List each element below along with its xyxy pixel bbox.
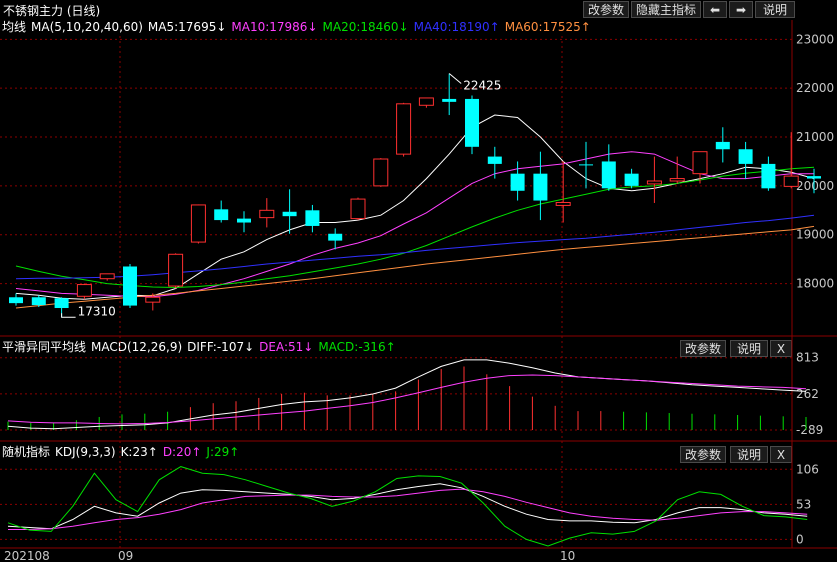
macd-header-item-4: MACD:-316↑: [318, 340, 396, 354]
candle-body-down: [510, 173, 525, 191]
candle-body-down: [328, 233, 343, 241]
ma-line-ma5: [15, 114, 815, 300]
candle-body-up: [396, 103, 412, 155]
candle-body-up: [646, 180, 662, 185]
kdj-y-tick-label: 0: [796, 532, 804, 546]
candle-body-up: [692, 151, 708, 175]
macd-edit-params-button[interactable]: 改参数: [680, 340, 726, 357]
kdj-y-tick-label: 106: [796, 462, 819, 476]
candle-body-down: [579, 164, 593, 166]
candle-body-down: [9, 297, 23, 304]
main-y-tick-label: 21000: [796, 130, 834, 144]
macd-y-tick-label: 262: [796, 387, 819, 401]
candle-body-down: [282, 211, 297, 217]
candle-body-up: [669, 178, 685, 182]
candle-body-up: [555, 201, 571, 206]
candle-body-down: [305, 210, 320, 226]
macd-header-item-0: 平滑异同平均线: [2, 340, 87, 354]
main-y-tick-label: 20000: [796, 179, 834, 193]
candle-body-down: [761, 163, 776, 189]
kdj-header-item-0: 随机指标: [2, 445, 51, 459]
ma-line-ma10: [15, 151, 814, 298]
edit-params-button[interactable]: 改参数: [583, 1, 629, 18]
candle-body-down: [624, 173, 639, 186]
candle-body-up: [259, 209, 275, 219]
macd-y-tick-label: 813: [796, 351, 819, 365]
right-arrow-button[interactable]: ➡: [729, 1, 753, 18]
kdj-edit-params-button[interactable]: 改参数: [680, 446, 726, 463]
candle-body-down: [465, 98, 479, 147]
candle-body-down: [54, 298, 69, 309]
ma-header-item-3: MA10:17986↓: [231, 20, 318, 34]
macd-line-diff: [7, 359, 807, 430]
ma-header-item-6: MA60:17525↑: [504, 20, 591, 34]
candle-body-down: [601, 161, 616, 189]
macd-header-item-1: MACD(12,26,9): [91, 340, 183, 354]
left-arrow-button[interactable]: ⬅: [703, 1, 727, 18]
candle-body-up: [350, 198, 366, 220]
x-axis-label: 09: [118, 549, 133, 562]
candle-body-down: [214, 209, 229, 221]
candle-body-down: [533, 173, 548, 201]
high-marker-line: [448, 73, 462, 84]
kdj-line-j: [7, 466, 808, 547]
candle-body-down: [123, 266, 137, 306]
hide-indicator-button[interactable]: 隐藏主指标: [631, 1, 701, 18]
kdj-header-item-1: KDJ(9,3,3): [55, 445, 116, 459]
ma-line-ma60: [15, 225, 815, 309]
help-button[interactable]: 说明: [755, 1, 795, 18]
candle-body-up: [145, 296, 161, 303]
kdj-line-d: [8, 488, 808, 530]
candle-body-up: [76, 284, 92, 297]
macd-help-button[interactable]: 说明: [730, 340, 768, 357]
candle-body-up: [190, 204, 206, 243]
kdj-close-button[interactable]: X: [770, 446, 792, 463]
candle-body-up: [783, 175, 799, 187]
macd-line-dea: [7, 374, 807, 425]
ma-header: 均线 MA(5,10,20,40,60) MA5:17695↓ MA10:17986↓…: [2, 18, 596, 36]
ma-header-item-1: MA(5,10,20,40,60): [31, 20, 143, 34]
macd-header-item-3: DEA:51↓: [259, 340, 314, 354]
candle-body-down: [442, 98, 457, 102]
candle-body-down: [31, 297, 46, 306]
main-y-tick-label: 19000: [796, 228, 834, 242]
x-axis-label: 10: [560, 549, 575, 562]
main-y-tick-label: 22000: [796, 81, 834, 95]
chart-title: 不锈钢主力 (日线): [3, 4, 101, 18]
candle-body-down: [237, 218, 251, 223]
candle-body-down: [715, 141, 730, 150]
kdj-header-item-2: K:23↑: [120, 445, 158, 459]
kdj-header-item-4: J:29↑: [206, 445, 240, 459]
kdj-header: 随机指标 KDJ(9,3,3) K:23↑ D:20↑ J:29↑: [2, 443, 244, 461]
macd-y-tick-label: -289: [796, 423, 823, 437]
kdj-header-item-3: D:20↑: [162, 445, 202, 459]
ma-header-item-2: MA5:17695↓: [147, 20, 227, 34]
macd-close-button[interactable]: X: [770, 340, 792, 357]
main-y-tick-label: 18000: [796, 277, 834, 291]
low-marker-line: [61, 313, 76, 318]
candle-body-up: [168, 253, 184, 287]
ma-header-item-5: MA40:18190↑: [413, 20, 500, 34]
ma-header-item-0: 均线: [2, 20, 27, 34]
ma-line-ma20: [15, 166, 815, 289]
candle-body-down: [807, 176, 821, 179]
kdj-line-k: [7, 483, 808, 530]
ma-line-ma40: [15, 214, 815, 280]
kdj-help-button[interactable]: 说明: [730, 446, 768, 463]
low-label: 17310: [78, 304, 116, 318]
candle-body-up: [418, 97, 434, 106]
ma-header-item-4: MA20:18460↓: [322, 20, 409, 34]
candle-body-down: [487, 156, 502, 164]
main-y-tick-label: 23000: [796, 32, 834, 46]
high-label: 22425: [463, 79, 501, 93]
x-axis-label: 202108: [4, 549, 50, 562]
candle-body-up: [99, 273, 115, 280]
macd-header-item-2: DIFF:-107↓: [187, 340, 255, 354]
kdj-y-tick-label: 53: [796, 497, 811, 511]
macd-header: 平滑异同平均线 MACD(12,26,9) DIFF:-107↓ DEA:51↓ MAC…: [2, 338, 401, 356]
candle-body-up: [373, 158, 389, 187]
candle-body-down: [738, 149, 753, 164]
